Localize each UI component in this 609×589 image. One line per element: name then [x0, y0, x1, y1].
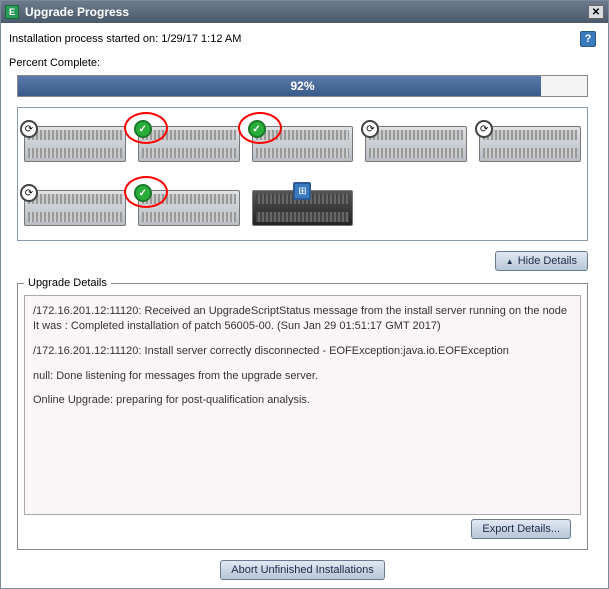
started-value: 1/29/17 1:12 AM	[161, 33, 241, 45]
abort-label: Abort Unfinished Installations	[231, 564, 373, 576]
upgrade-progress-window: E Upgrade Progress ✕ Installation proces…	[0, 0, 609, 589]
help-icon[interactable]: ?	[580, 31, 596, 47]
export-details-button[interactable]: Export Details...	[471, 519, 571, 539]
status-ok-icon	[134, 120, 152, 138]
log-line: Online Upgrade: preparing for post-quali…	[33, 393, 572, 408]
server-chassis-icon	[24, 126, 126, 162]
abort-button[interactable]: Abort Unfinished Installations	[220, 560, 384, 580]
server-node[interactable]	[252, 118, 354, 166]
chevron-up-icon: ▲	[506, 257, 514, 266]
log-line: /172.16.201.12:11120: Received an Upgrad…	[33, 304, 572, 334]
export-row: Export Details...	[34, 519, 571, 539]
server-grid	[24, 118, 581, 230]
log-line: /172.16.201.12:11120: Install server cor…	[33, 344, 572, 359]
servers-panel	[17, 107, 588, 241]
titlebar: E Upgrade Progress ✕	[1, 1, 608, 23]
log-box[interactable]: /172.16.201.12:11120: Received an Upgrad…	[24, 295, 581, 515]
hide-details-label: Hide Details	[518, 255, 577, 267]
status-cluster-icon	[293, 182, 311, 200]
started-label: Installation process started on:	[9, 33, 158, 45]
started-text: Installation process started on: 1/29/17…	[9, 33, 241, 45]
server-chassis-icon	[24, 190, 126, 226]
server-node[interactable]	[479, 118, 581, 166]
server-node[interactable]	[24, 182, 126, 230]
status-ok-icon	[248, 120, 266, 138]
close-button[interactable]: ✕	[588, 5, 604, 19]
server-node[interactable]	[365, 118, 467, 166]
percent-label: Percent Complete:	[9, 57, 596, 69]
window-title: Upgrade Progress	[25, 5, 582, 19]
server-chassis-icon	[138, 190, 240, 226]
info-row: Installation process started on: 1/29/17…	[9, 31, 596, 47]
server-node[interactable]	[252, 182, 354, 230]
abort-row: Abort Unfinished Installations	[7, 560, 598, 580]
server-chassis-icon	[479, 126, 581, 162]
app-icon: E	[5, 5, 19, 19]
progress-bar: 92%	[17, 75, 588, 97]
server-node[interactable]	[24, 118, 126, 166]
server-node[interactable]	[138, 182, 240, 230]
server-chassis-icon	[365, 126, 467, 162]
hide-details-button[interactable]: ▲ Hide Details	[495, 251, 588, 271]
details-legend: Upgrade Details	[24, 277, 111, 289]
server-chassis-icon	[252, 126, 354, 162]
upgrade-details-fieldset: Upgrade Details /172.16.201.12:11120: Re…	[17, 277, 588, 550]
status-spinner-icon	[20, 184, 38, 202]
window-body: Installation process started on: 1/29/17…	[1, 23, 608, 588]
export-details-label: Export Details...	[482, 523, 560, 535]
server-node[interactable]	[138, 118, 240, 166]
server-chassis-icon	[138, 126, 240, 162]
status-ok-icon	[134, 184, 152, 202]
progress-text: 92%	[18, 76, 587, 96]
log-line: null: Done listening for messages from t…	[33, 369, 572, 384]
status-spinner-icon	[20, 120, 38, 138]
hide-details-row: ▲ Hide Details	[17, 251, 588, 271]
